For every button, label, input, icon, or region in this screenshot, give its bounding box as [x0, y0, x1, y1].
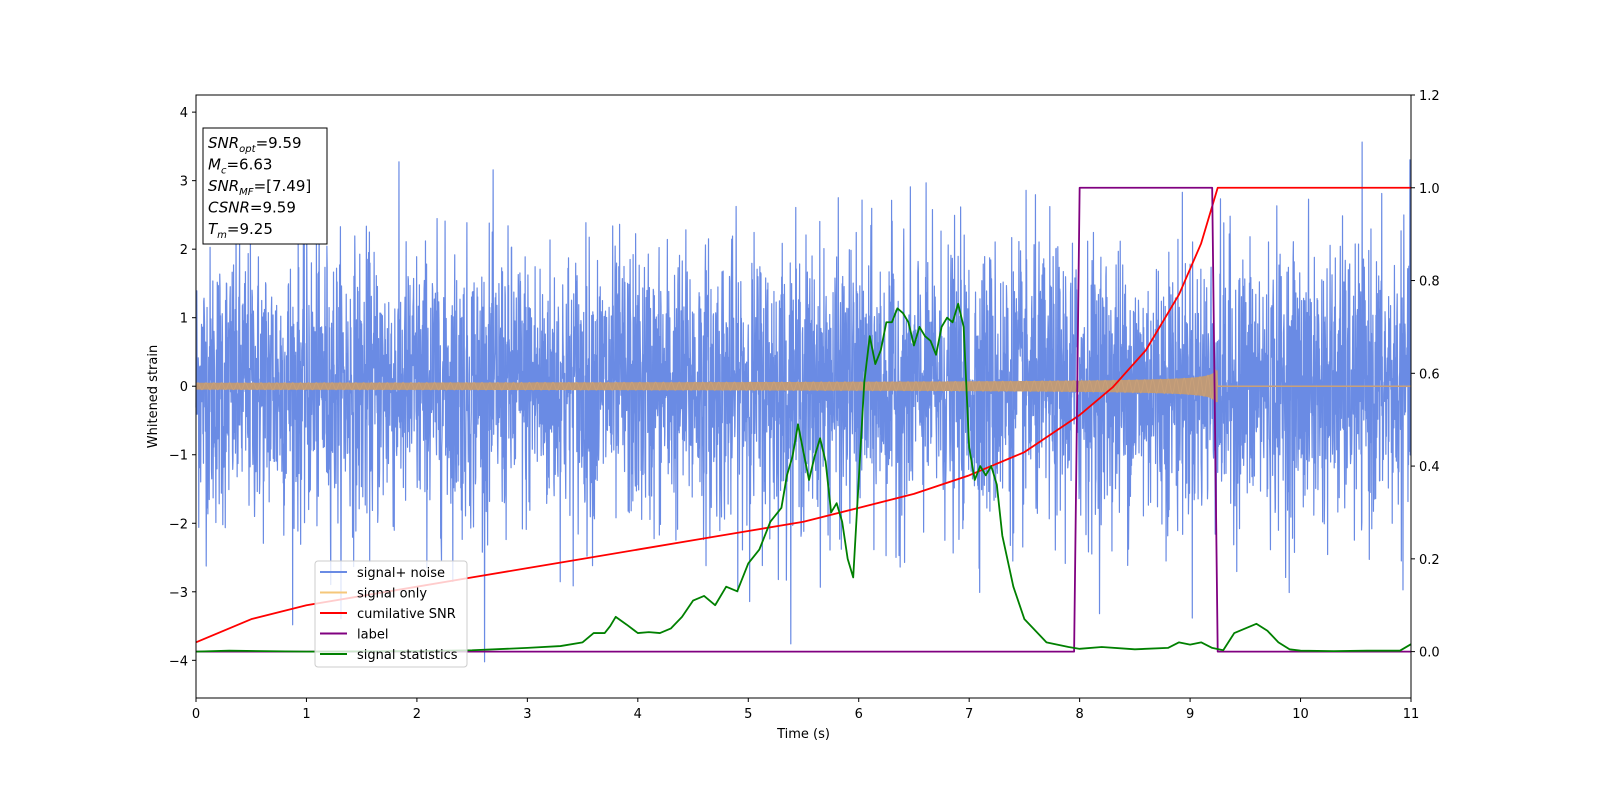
left-y-axis-ticks: −4 −3 −2 −1 0 1 2 3 4: [169, 106, 196, 669]
x-axis-label: Time (s): [776, 727, 830, 742]
annotation-line: SNRopt=9.59: [208, 134, 302, 155]
left-y-tick-label: −2: [169, 517, 188, 532]
right-y-axis-ticks: 0.0 0.2 0.4 0.6 0.8 1.0 1.2: [1411, 89, 1440, 661]
right-y-tick-label: 1.2: [1419, 89, 1440, 104]
right-y-tick-label: 0.4: [1419, 460, 1440, 475]
annotation-line: SNRMF=[7.49]: [208, 177, 311, 198]
signal-only-line: [195, 369, 1219, 400]
right-y-tick-label: 1.0: [1419, 182, 1440, 197]
annotation-line: Mc=6.63: [208, 156, 272, 177]
x-tick-label: 11: [1403, 707, 1420, 722]
right-y-tick-label: 0.8: [1419, 275, 1440, 290]
x-tick-label: 8: [1075, 707, 1083, 722]
right-y-tick-label: 0.6: [1419, 367, 1440, 382]
left-y-tick-label: 3: [180, 175, 188, 190]
x-tick-label: 1: [302, 707, 310, 722]
signal-only-envelope: [196, 370, 1218, 403]
legend-label: signal+ noise: [357, 566, 445, 581]
x-tick-label: 2: [413, 707, 421, 722]
right-y-tick-label: 0.0: [1419, 646, 1440, 661]
annotation-line: CSNR=9.59: [208, 199, 296, 217]
legend: signal+ noise signal only cumilative SNR la…: [314, 560, 468, 668]
legend-label: cumilative SNR: [357, 607, 456, 622]
left-y-tick-label: 2: [180, 243, 188, 258]
legend-frame: [314, 560, 468, 668]
legend-label: signal statistics: [357, 648, 458, 663]
plot-content: [195, 141, 1412, 663]
left-y-tick-label: −3: [169, 586, 188, 601]
annotation-frame: [202, 127, 328, 245]
x-tick-label: 10: [1292, 707, 1309, 722]
right-y-tick-label: 0.2: [1419, 553, 1440, 568]
annotation-line: Tm=9.25: [208, 220, 273, 241]
x-tick-label: 0: [192, 707, 200, 722]
x-tick-label: 5: [744, 707, 752, 722]
left-y-tick-label: 1: [180, 312, 188, 327]
legend-label: label: [357, 628, 388, 643]
label-line: [196, 186, 1411, 653]
signal-statistics-line: [195, 302, 1412, 653]
x-tick-label: 9: [1186, 707, 1194, 722]
left-y-tick-label: −4: [169, 654, 188, 669]
left-y-tick-label: −1: [169, 449, 188, 464]
left-y-tick-label: 4: [180, 106, 188, 121]
legend-label: signal only: [357, 587, 427, 602]
plot-frame: [195, 94, 1412, 699]
x-tick-label: 3: [523, 707, 531, 722]
x-tick-label: 6: [855, 707, 863, 722]
x-tick-label: 4: [634, 707, 642, 722]
x-axis-ticks: 0 1 2 3 4 5 6 7 8 9 10 11: [192, 698, 1419, 722]
x-tick-label: 7: [965, 707, 973, 722]
left-y-tick-label: 0: [180, 380, 188, 395]
y-axis-label: Whitened strain: [146, 345, 161, 448]
signal-only-series: [195, 369, 1411, 403]
